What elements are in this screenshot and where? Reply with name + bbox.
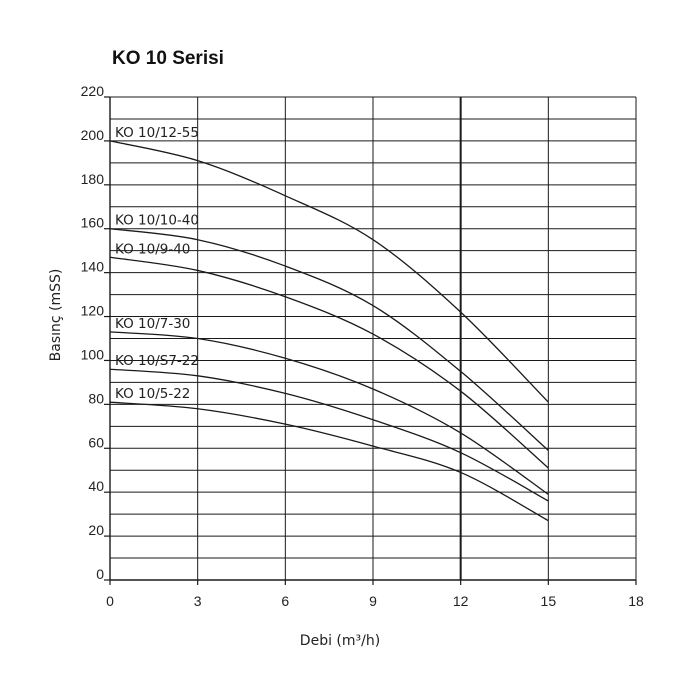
series-line [109, 256, 549, 469]
x-tick-label: 15 [541, 593, 557, 609]
series-label: KO 10/S7-22 [115, 353, 199, 369]
x-tick-label: 0 [106, 593, 114, 609]
chart-title: KO 10 Serisi [112, 48, 224, 69]
tick-labels: 0 20 40 60 80 100 120 140 160 180 200 220 0 3 6 9 12 15 18 [81, 83, 644, 609]
series-label: KO 10/5-22 [115, 386, 190, 402]
series-label: KO 10/10-40 [115, 213, 199, 229]
y-tick-label: 140 [81, 259, 105, 275]
x-tick-label: 18 [628, 593, 644, 609]
x-tick-label: 3 [194, 593, 202, 609]
grid [110, 96, 637, 580]
y-tick-label: 120 [81, 303, 105, 319]
y-tick-label: 180 [81, 171, 105, 187]
series-label: KO 10/7-30 [115, 316, 190, 332]
series-label: KO 10/12-55 [115, 125, 199, 141]
y-axis-label: Basınç (mSS) [48, 269, 64, 362]
series-label: KO 10/9-40 [115, 241, 190, 257]
x-axis-label: Debi (m³/h) [300, 633, 380, 649]
x-tick-label: 6 [281, 593, 289, 609]
series-line [109, 228, 549, 451]
y-tick-label: 40 [88, 478, 104, 494]
y-tick-label: 160 [81, 215, 105, 231]
series-line [109, 331, 549, 495]
series-line [109, 368, 549, 502]
y-tick-label: 100 [81, 346, 105, 362]
x-tick-label: 12 [453, 593, 469, 609]
y-tick-label: 220 [81, 83, 105, 99]
y-tick-label: 0 [96, 566, 104, 582]
series-line [109, 401, 549, 522]
series-lines [109, 140, 549, 522]
axes [104, 96, 637, 585]
series-labels: KO 10/12-55 KO 10/10-40 KO 10/9-40 KO 10/7-… [115, 125, 199, 402]
y-tick-label: 200 [81, 127, 105, 143]
y-tick-label: 20 [88, 522, 104, 538]
x-tick-label: 9 [369, 593, 377, 609]
y-tick-label: 80 [88, 390, 104, 406]
series-line [109, 140, 549, 403]
y-tick-label: 60 [88, 434, 104, 450]
